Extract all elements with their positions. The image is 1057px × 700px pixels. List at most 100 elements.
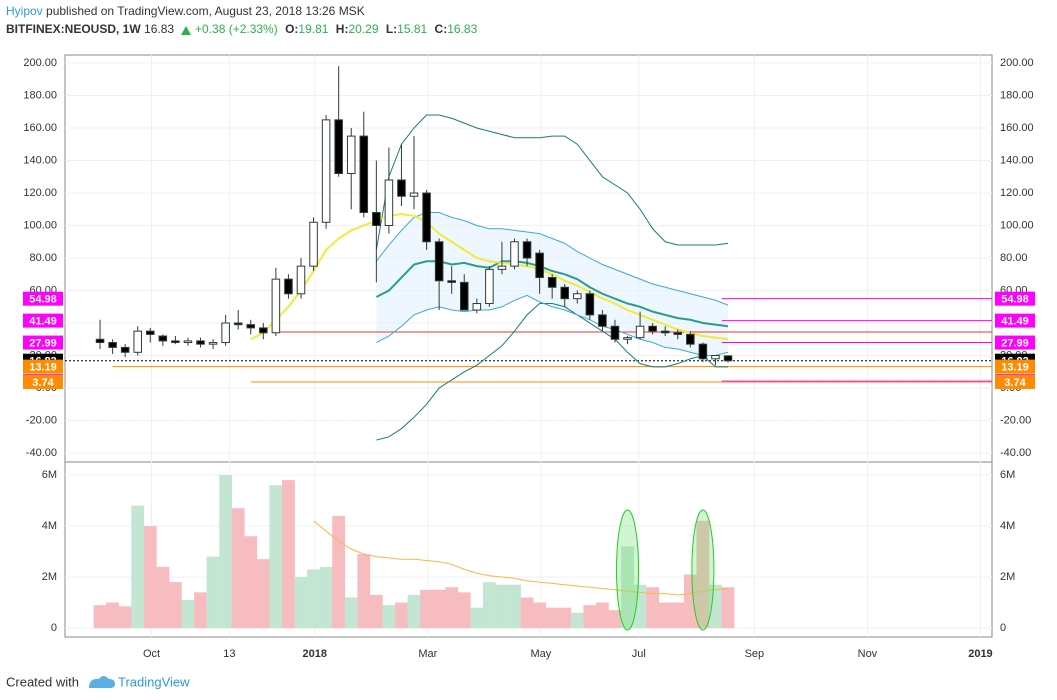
candle-body (535, 252, 544, 279)
candle-body (271, 278, 281, 334)
x-tick-label: May (530, 648, 551, 660)
price-label-box (23, 313, 63, 328)
candle-body (146, 330, 155, 335)
volume-bar (395, 602, 408, 629)
price-label: 54.98 (1001, 294, 1029, 306)
y-tick-label: 200.00 (1000, 57, 1034, 69)
volume-bar (118, 606, 132, 629)
volume-bar (545, 607, 559, 629)
footer-brand[interactable]: TradingView (118, 674, 190, 689)
x-tick-label: Oct (143, 648, 160, 660)
candle-body (158, 335, 168, 342)
price-label-box (995, 313, 1035, 328)
volume-tick-label: 6M (1000, 469, 1015, 481)
candle-body (673, 332, 683, 335)
volume-bar (181, 600, 195, 629)
price-label-box (995, 359, 1035, 374)
volume-bar (533, 602, 547, 629)
candle-body (133, 330, 142, 353)
y-tick-label: -40.00 (1000, 447, 1031, 459)
candle-body (711, 355, 720, 360)
candle-body (610, 325, 620, 340)
volume-bar (608, 610, 622, 629)
volume-bar (671, 602, 685, 629)
candle-body (95, 338, 105, 344)
up-arrow (181, 26, 191, 35)
volume-bar (194, 592, 207, 629)
price-label-box (23, 359, 63, 374)
price-label: 54.98 (29, 294, 57, 306)
header-line: Hyipov published on TradingView.com, Aug… (6, 4, 365, 18)
volume-bar (131, 505, 145, 629)
last-price: 16.83 (144, 22, 174, 36)
price-label-box (995, 291, 1035, 306)
candle-body (585, 293, 595, 316)
candle-body (409, 192, 419, 197)
volume-tick-label: 6M (42, 469, 57, 481)
author[interactable]: Hyipov (6, 4, 43, 18)
y-tick-label: 160.00 (23, 122, 57, 134)
volume-bar (256, 559, 270, 629)
x-tick-label: Nov (858, 648, 878, 660)
price-label-box (23, 374, 63, 389)
candle-body (723, 355, 733, 362)
candle-body (547, 277, 557, 288)
highlight-ellipse (691, 509, 715, 631)
ohlc-value: 20.29 (348, 22, 378, 36)
highlight-ellipse (616, 509, 640, 631)
candle-body (196, 340, 205, 345)
y-tick-label: 80.00 (29, 252, 57, 264)
volume-bar (646, 587, 660, 629)
price-label: 41.49 (1001, 316, 1029, 328)
candle-body (183, 340, 193, 344)
price-label: 27.99 (1001, 337, 1029, 349)
candle-body (510, 241, 519, 267)
y-tick-label: 120.00 (1000, 187, 1034, 199)
candle-body (422, 192, 431, 243)
y-tick-label: 180.00 (23, 89, 57, 101)
volume-bar (596, 602, 609, 629)
candle-body (120, 346, 130, 353)
candle-body (560, 286, 570, 300)
ohlc-value: 15.81 (397, 22, 427, 36)
volume-bar (294, 577, 308, 629)
volume-bar (269, 485, 283, 629)
candle-body (497, 265, 507, 270)
price-label-box (995, 374, 1035, 389)
volume-bar (508, 584, 521, 629)
y-tick-label: 140.00 (1000, 154, 1034, 166)
candle-body (472, 303, 482, 311)
volume-bar (570, 612, 584, 629)
volume-tick-label: 4M (1000, 520, 1015, 532)
y-tick-label: 180.00 (1000, 89, 1034, 101)
volume-tick-label: 0 (51, 622, 57, 634)
volume-bar (369, 594, 383, 629)
candle-body (321, 119, 331, 223)
candle-body (346, 135, 356, 174)
price-label: 3.74 (1004, 377, 1026, 389)
price-label: 13.19 (29, 362, 57, 374)
symbol-line: BITFINEX:NEOUSD, 1W 16.83 (6, 22, 174, 36)
volume-bar (558, 607, 572, 629)
x-tick-label: Jul (632, 648, 646, 660)
ohlc-value: 19.81 (298, 22, 328, 36)
volume-bar (382, 605, 396, 629)
candle-body (372, 212, 381, 227)
volume-bar (583, 605, 597, 629)
candle-body (108, 342, 117, 348)
price-label-box (23, 335, 63, 350)
candle-body (384, 179, 394, 227)
volume-bar (482, 582, 496, 629)
volume-bar (457, 592, 471, 629)
volume-bar (319, 566, 333, 629)
candle-body (686, 333, 695, 345)
indicator-line (313, 520, 729, 596)
x-tick-label: Mar (418, 648, 437, 660)
volume-bar (357, 554, 371, 629)
volume-bar (683, 574, 697, 629)
volume-tick-label: 0 (1000, 622, 1006, 634)
candle-body (397, 179, 406, 197)
candle-body (334, 119, 343, 174)
candle-body (573, 293, 582, 300)
x-tick-label: Sep (745, 648, 765, 660)
